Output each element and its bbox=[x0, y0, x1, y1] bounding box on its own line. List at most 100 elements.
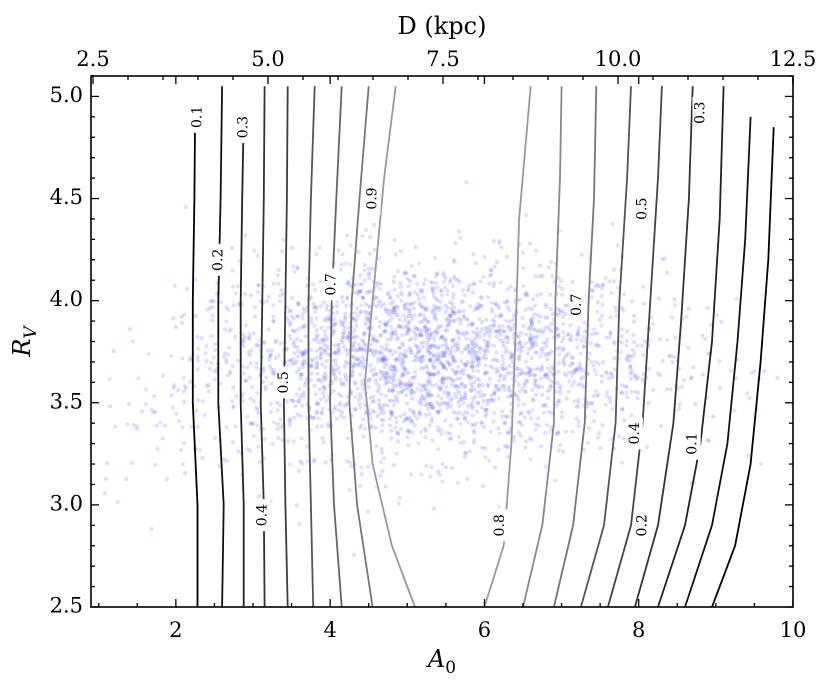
scatter-point bbox=[359, 303, 364, 308]
scatter-point bbox=[546, 376, 551, 381]
scatter-point bbox=[457, 384, 462, 389]
scatter-point bbox=[496, 396, 501, 401]
scatter-point bbox=[229, 399, 235, 404]
scatter-point bbox=[446, 394, 451, 400]
scatter-point bbox=[478, 346, 483, 351]
scatter-point bbox=[523, 371, 528, 376]
scatter-point bbox=[404, 416, 409, 421]
scatter-point bbox=[297, 522, 302, 527]
scatter-point bbox=[362, 331, 367, 336]
scatter-point bbox=[629, 376, 634, 381]
scatter-point bbox=[417, 328, 422, 334]
scatter-point bbox=[445, 389, 451, 394]
scatter-point bbox=[434, 305, 439, 310]
scatter-point bbox=[451, 295, 456, 300]
scatter-point bbox=[225, 373, 231, 378]
scatter-point bbox=[471, 368, 476, 373]
scatter-point bbox=[365, 316, 371, 322]
scatter-point bbox=[463, 390, 468, 395]
scatter-point bbox=[378, 473, 383, 478]
scatter-point bbox=[393, 415, 398, 420]
scatter-point bbox=[146, 352, 151, 357]
scatter-point bbox=[519, 411, 524, 416]
scatter-point bbox=[567, 363, 572, 368]
scatter-point bbox=[250, 421, 255, 426]
scatter-point bbox=[342, 403, 347, 408]
scatter-point bbox=[423, 306, 428, 311]
scatter-point bbox=[430, 359, 436, 364]
scatter-point bbox=[353, 362, 358, 367]
scatter-point bbox=[428, 345, 433, 350]
scatter-point bbox=[174, 411, 179, 416]
scatter-point bbox=[345, 336, 350, 341]
scatter-point bbox=[309, 316, 314, 321]
scatter-point bbox=[498, 373, 504, 378]
scatter-point bbox=[624, 358, 629, 363]
scatter-point bbox=[407, 338, 412, 343]
scatter-point bbox=[362, 342, 367, 347]
contour-label: 0.9 bbox=[365, 187, 381, 209]
scatter-point bbox=[442, 390, 447, 395]
scatter-point bbox=[453, 348, 458, 353]
scatter-point bbox=[632, 351, 637, 356]
scatter-point bbox=[428, 333, 433, 338]
scatter-point bbox=[497, 431, 502, 436]
scatter-point bbox=[385, 403, 390, 408]
scatter-point bbox=[361, 434, 366, 439]
scatter-point bbox=[403, 349, 408, 354]
scatter-point bbox=[507, 319, 512, 324]
scatter-point bbox=[412, 290, 418, 295]
scatter-point bbox=[342, 324, 347, 329]
scatter-point bbox=[557, 345, 562, 350]
scatter-point bbox=[336, 347, 341, 352]
scatter-point bbox=[396, 378, 402, 383]
scatter-point bbox=[288, 337, 293, 342]
scatter-point bbox=[426, 351, 431, 356]
scatter-point bbox=[415, 282, 420, 287]
scatter-point bbox=[483, 363, 488, 368]
scatter-point bbox=[369, 348, 374, 353]
scatter-point bbox=[521, 283, 526, 288]
scatter-point bbox=[388, 337, 393, 342]
scatter-point bbox=[355, 386, 360, 391]
scatter-point bbox=[269, 367, 274, 372]
scatter-point bbox=[287, 418, 292, 423]
scatter-point bbox=[360, 295, 365, 300]
scatter-point bbox=[374, 349, 379, 354]
scatter-point bbox=[445, 405, 450, 410]
scatter-point bbox=[403, 382, 408, 387]
scatter-point bbox=[487, 324, 492, 329]
scatter-point bbox=[455, 330, 460, 335]
scatter-point bbox=[355, 289, 360, 294]
scatter-point bbox=[461, 308, 466, 314]
scatter-point bbox=[420, 287, 425, 292]
scatter-point bbox=[510, 353, 515, 358]
scatter-point bbox=[528, 332, 533, 337]
scatter-point bbox=[630, 354, 635, 359]
contour-line bbox=[607, 86, 663, 608]
scatter-point bbox=[528, 367, 533, 373]
scatter-point bbox=[182, 384, 187, 389]
scatter-point bbox=[575, 332, 580, 337]
scatter-point bbox=[633, 376, 639, 382]
scatter-point bbox=[315, 333, 320, 338]
scatter-point bbox=[496, 306, 501, 311]
scatter-point bbox=[502, 300, 507, 305]
scatter-point bbox=[287, 358, 293, 363]
scatter-point bbox=[326, 325, 331, 330]
scatter-point bbox=[313, 309, 318, 314]
scatter-point bbox=[555, 332, 561, 337]
scatter-point bbox=[480, 320, 485, 325]
scatter-point bbox=[496, 329, 501, 335]
scatter-point bbox=[529, 437, 535, 442]
scatter-point bbox=[535, 293, 540, 298]
scatter-point bbox=[550, 312, 555, 317]
scatter-point bbox=[563, 429, 568, 434]
scatter-point bbox=[409, 336, 414, 341]
scatter-point bbox=[453, 383, 458, 388]
scatter-point bbox=[436, 447, 441, 452]
scatter-point bbox=[447, 279, 452, 284]
scatter-point bbox=[496, 303, 501, 308]
scatter-point bbox=[336, 408, 341, 413]
scatter-point bbox=[315, 371, 320, 376]
